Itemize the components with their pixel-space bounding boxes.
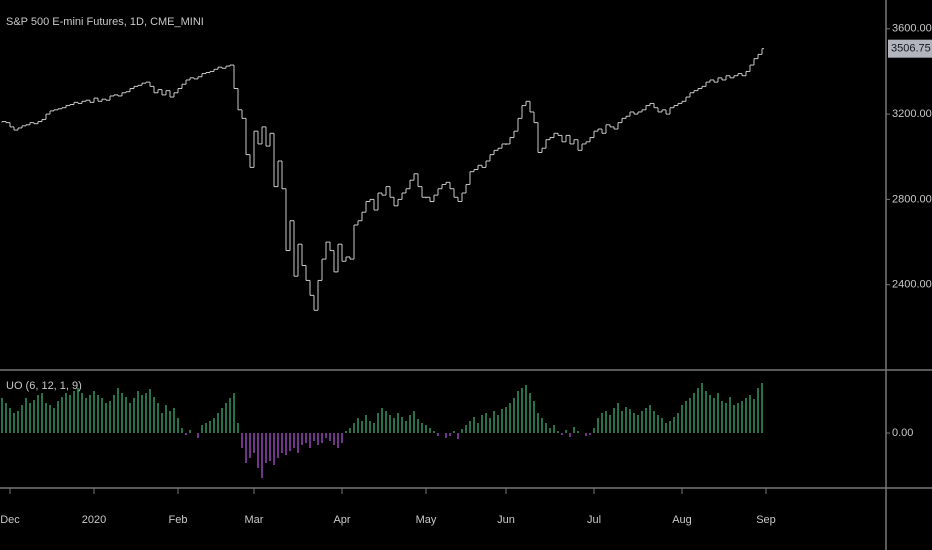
x-tick-label: Mar [245,514,264,526]
x-tick-label: Jul [587,514,601,526]
x-tick-label: Jun [497,514,515,526]
y-tick-label: 2800.00 [892,193,932,205]
x-tick-label: Feb [169,514,188,526]
x-tick-label: Apr [333,514,350,526]
x-tick-label: Dec [0,514,20,526]
y-tick-label: 2400.00 [892,279,932,291]
x-tick-label: 2020 [82,514,106,526]
last-price-box [888,39,932,58]
chart-title: S&P 500 E-mini Futures, 1D, CME_MINI [6,16,204,28]
last-price-label: 3506.75 [891,43,931,55]
indicator-title: UO (6, 12, 1, 9) [6,380,82,392]
x-tick-label: May [416,514,437,526]
y-tick-label: 0.00 [892,427,913,439]
y-tick-label: 3200.00 [892,108,932,120]
x-tick-label: Aug [672,514,692,526]
y-tick-label: 3600.00 [892,23,932,35]
x-tick-label: Sep [756,514,776,526]
